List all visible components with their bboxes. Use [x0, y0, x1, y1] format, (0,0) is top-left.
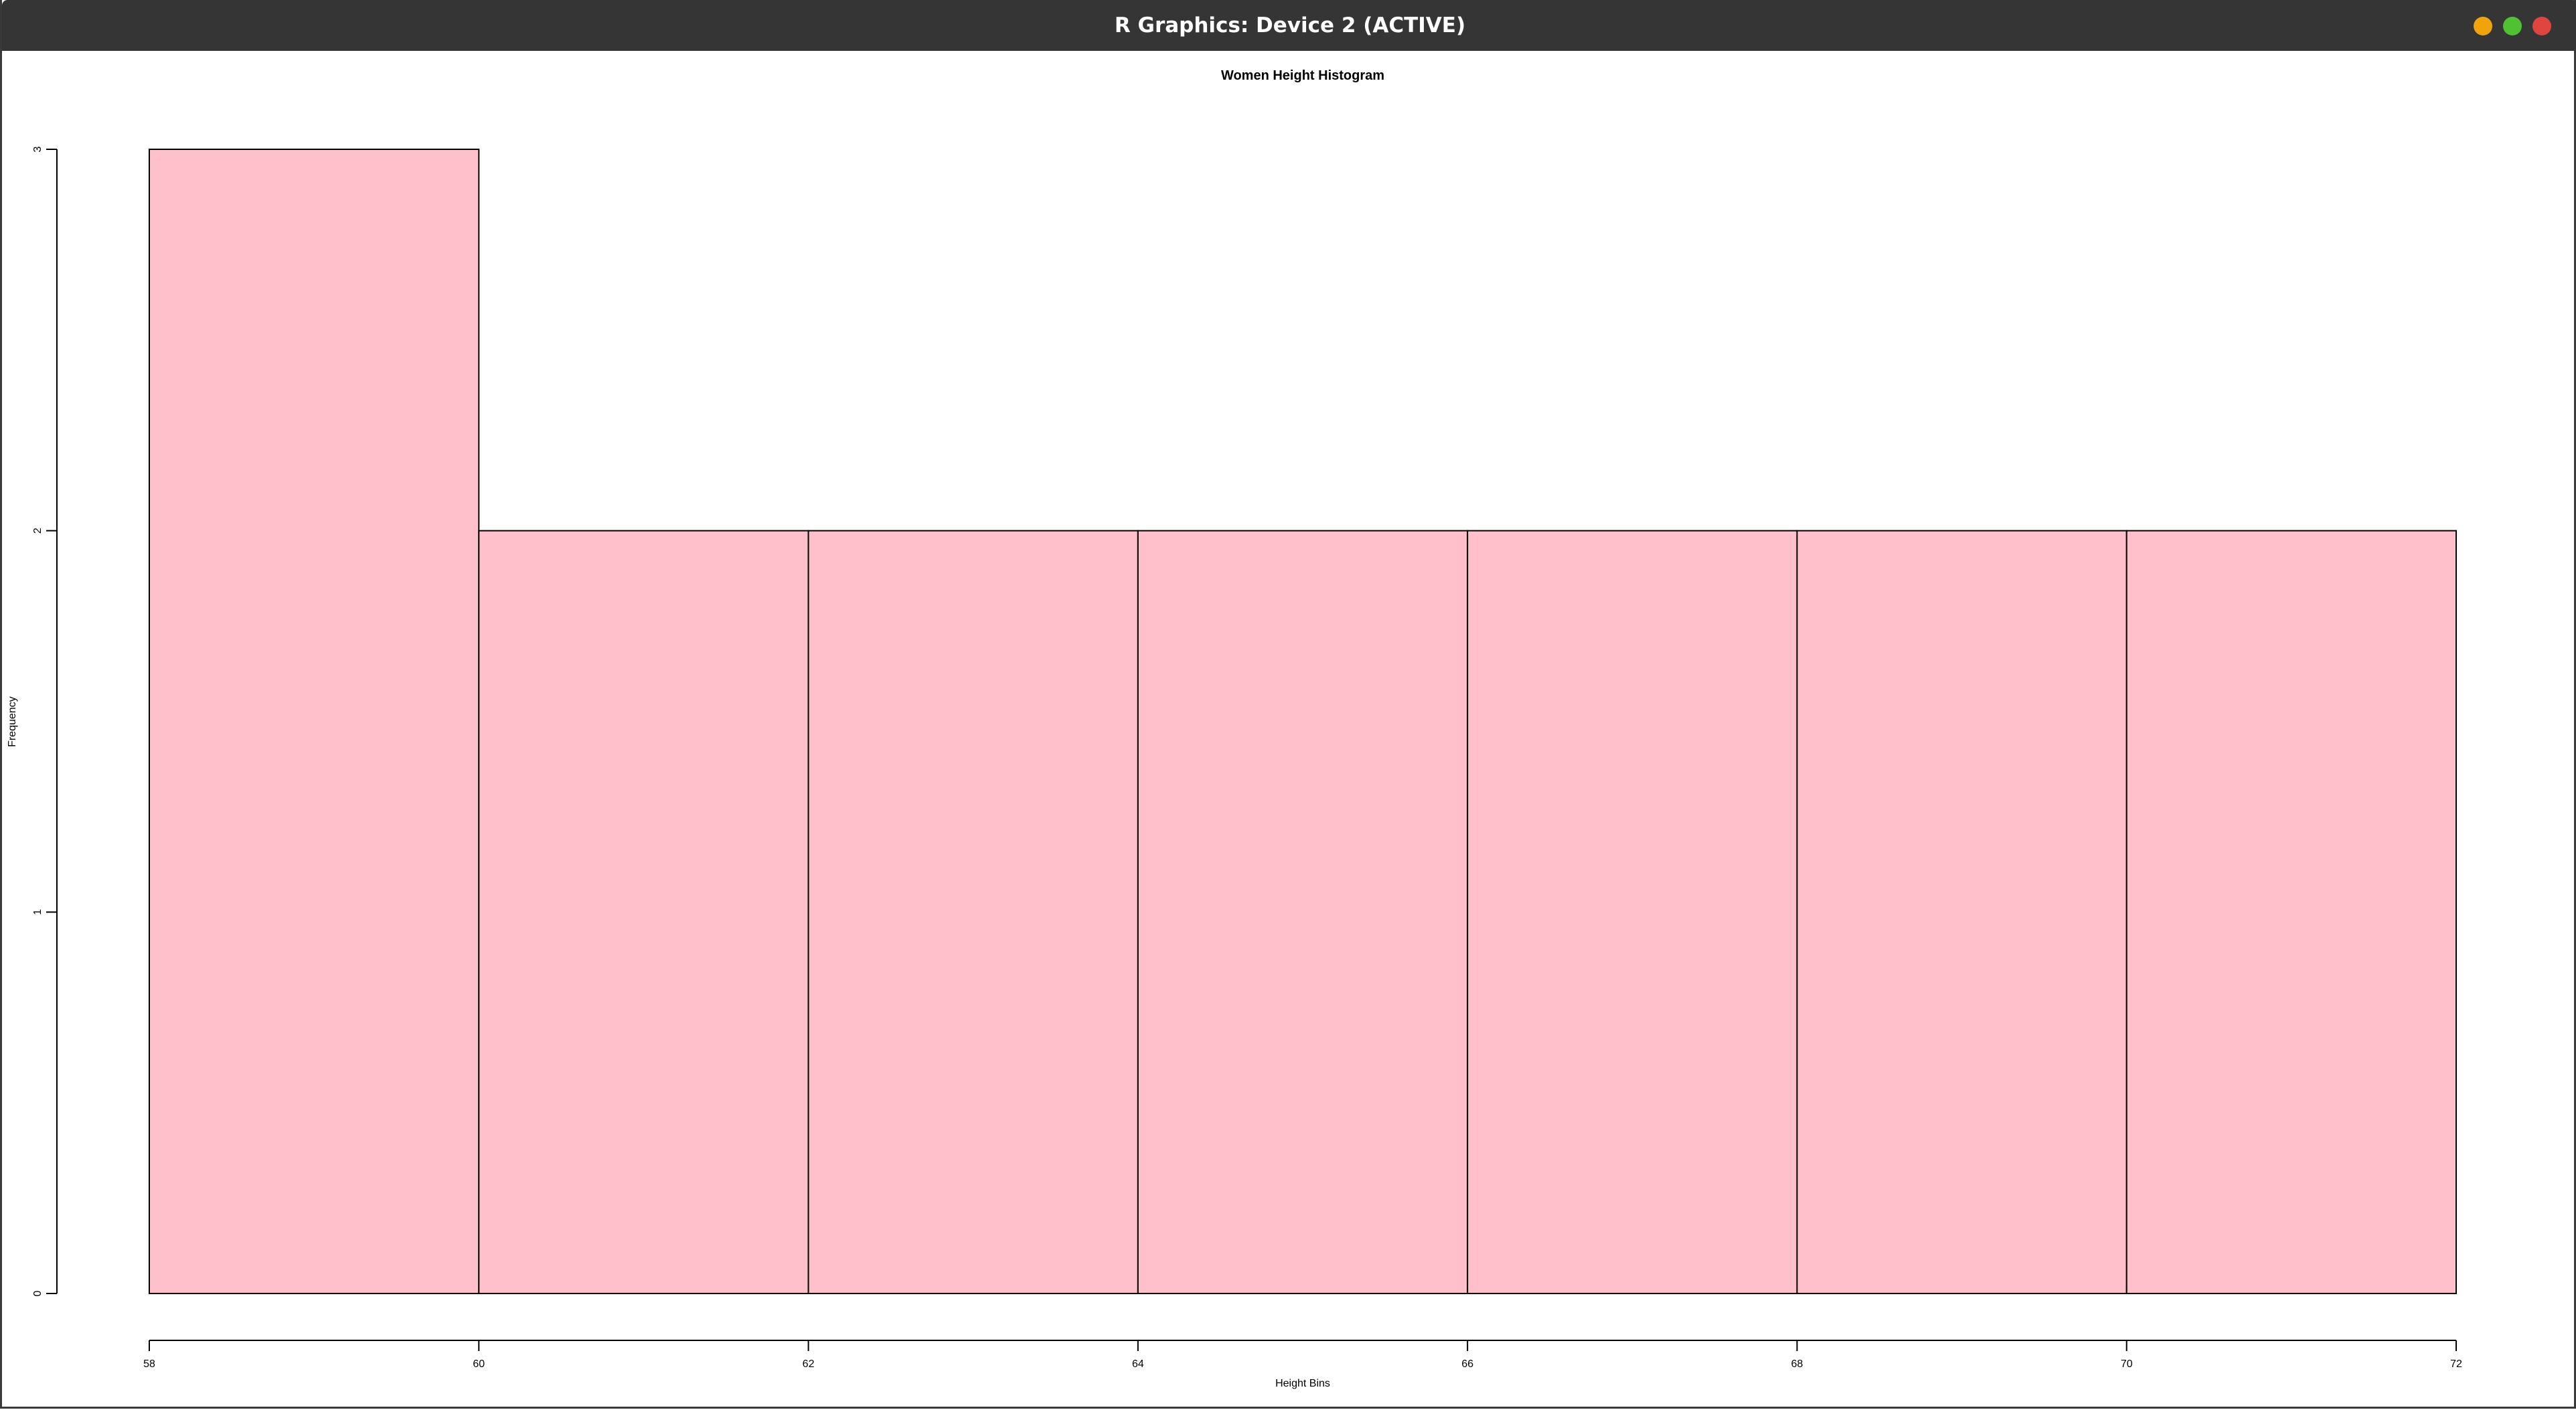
histogram-bar	[149, 149, 480, 1294]
plot-area: Women Height Histogram Height Bins Frequ…	[2, 51, 2576, 1409]
x-tick-label: 70	[2121, 1358, 2133, 1370]
x-tick-label: 60	[473, 1358, 485, 1370]
y-tick-label: 1	[32, 909, 44, 915]
y-tick-label: 0	[32, 1290, 44, 1296]
x-tick-label: 72	[2450, 1358, 2462, 1370]
histogram-bar	[807, 530, 1139, 1295]
y-tick-label: 3	[32, 146, 44, 152]
x-tick-label: 64	[1132, 1358, 1144, 1370]
x-tick-label: 58	[143, 1358, 155, 1370]
maximize-button[interactable]	[2503, 17, 2522, 35]
histogram-bar	[2125, 530, 2458, 1295]
window-title: R Graphics: Device 2 (ACTIVE)	[1114, 13, 1466, 37]
histogram-bar	[1137, 530, 1469, 1295]
y-tick-label: 2	[32, 528, 44, 534]
y-axis-label: Frequency	[7, 696, 18, 747]
histogram-bar	[1467, 530, 1798, 1295]
histogram-chart: Women Height Histogram Height Bins Frequ…	[7, 68, 2462, 1389]
title-bar[interactable]: R Graphics: Device 2 (ACTIVE)	[2, 0, 2576, 51]
histogram-bar	[478, 530, 809, 1295]
bars-group	[149, 149, 2458, 1295]
x-tick-label: 68	[1791, 1358, 1803, 1370]
histogram-bar	[1796, 530, 2127, 1295]
x-tick-label: 62	[803, 1358, 815, 1370]
chart-title: Women Height Histogram	[1221, 68, 1384, 83]
y-axis: 0 1 2 3	[32, 146, 58, 1296]
minimize-button[interactable]	[2474, 17, 2492, 35]
close-button[interactable]	[2532, 17, 2551, 35]
x-axis-label: Height Bins	[1275, 1378, 1330, 1389]
x-axis: 58 60 62 64 66 68 70 72	[143, 1340, 2462, 1370]
x-tick-label: 66	[1461, 1358, 1473, 1370]
